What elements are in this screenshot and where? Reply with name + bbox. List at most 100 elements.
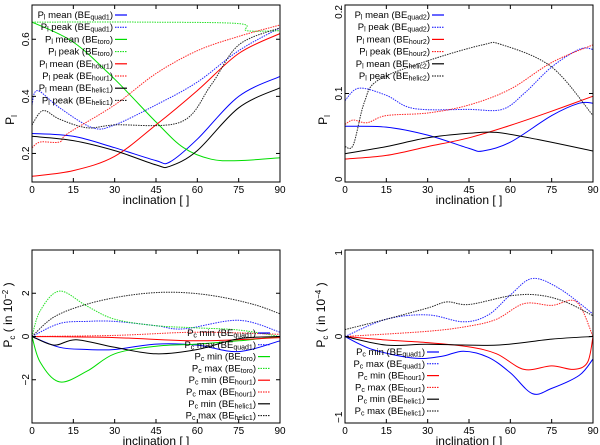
legend-label: Pc min (BEhelic1) xyxy=(188,399,256,411)
text-span: helic1 xyxy=(404,411,422,418)
text-span: c xyxy=(8,336,17,340)
text-span: quad1 xyxy=(402,352,422,359)
text-span: mean (BE xyxy=(47,83,92,94)
x-tick-label: 90 xyxy=(587,185,599,196)
text-span: ) xyxy=(253,375,256,386)
text-span: P xyxy=(48,47,54,58)
y-tick-label: 0 xyxy=(334,333,345,339)
text-span: max (BE xyxy=(363,359,402,370)
series-line-min-hour1 xyxy=(344,336,594,371)
legend-entry: Pl peak (BEquad1) xyxy=(41,22,127,34)
series-line-mean-helic2 xyxy=(344,131,594,155)
series-line-peak-helic2 xyxy=(344,41,594,150)
text-span: mean (BE xyxy=(53,34,98,45)
text-span: P xyxy=(39,59,45,70)
text-span: mean (BE xyxy=(364,59,409,70)
text-span: P xyxy=(42,71,48,82)
y-tick-label: −2 xyxy=(21,374,32,386)
legend-entry: Pc min (BEhour1) xyxy=(189,375,270,387)
series-line-min-quad1 xyxy=(344,336,594,395)
text-span: max (BE xyxy=(365,382,404,393)
x-tick-label: 15 xyxy=(68,426,80,437)
text-span: c xyxy=(195,380,199,387)
text-span: ) xyxy=(110,95,113,106)
text-span: max (BE xyxy=(196,387,235,398)
text-span: P xyxy=(356,59,362,70)
text-span: c xyxy=(191,344,195,351)
x-tick-label: 60 xyxy=(505,426,517,437)
text-span: ) xyxy=(427,34,430,45)
x-tick-label: 75 xyxy=(546,185,558,196)
text-span: mean (BE xyxy=(47,59,92,70)
text-span: ) xyxy=(427,22,430,33)
text-span: helic2 xyxy=(409,76,427,83)
text-span: c xyxy=(192,392,196,399)
text-span: ) xyxy=(427,59,430,70)
y-tick-label: 0.6 xyxy=(21,32,32,46)
legend-entry: Pc max (BEquad1) xyxy=(184,340,270,351)
series-line-peak-toro xyxy=(31,21,281,32)
x-tick-label: 0 xyxy=(342,426,348,437)
y-tick-label: 0.2 xyxy=(334,5,345,19)
x-tick-label: 90 xyxy=(274,185,286,196)
text-span: toro xyxy=(241,368,253,375)
text-span: quad1 xyxy=(233,344,253,351)
text-span: hour1 xyxy=(235,380,253,387)
series-line-mean-quad1 xyxy=(31,75,281,165)
text-span: ) xyxy=(253,352,256,363)
text-span: ) xyxy=(422,359,425,370)
series-line-mean-hour2 xyxy=(344,95,594,160)
text-span: P xyxy=(357,394,363,405)
text-span: c xyxy=(361,411,365,418)
legend-entry: Pl mean (BEhour2) xyxy=(356,34,444,46)
text-span: P xyxy=(359,47,365,58)
series-line-max-helic1 xyxy=(344,293,594,331)
text-span: peak (BE xyxy=(50,71,92,82)
series-line-peak-helic1 xyxy=(31,27,281,129)
x-tick-label: 30 xyxy=(109,426,121,437)
text-span: P xyxy=(39,83,45,94)
text-span: ) xyxy=(110,59,113,70)
text-span: c xyxy=(198,368,202,375)
legend-label: Pc min (BEhelic1) xyxy=(357,394,425,406)
x-tick-label: 75 xyxy=(233,426,245,437)
text-span: peak (BE xyxy=(367,71,409,82)
text-span: ) xyxy=(1,282,15,289)
text-span: P xyxy=(358,22,364,33)
text-span: toro xyxy=(98,51,110,58)
text-span: ) xyxy=(110,47,113,58)
text-span: helic1 xyxy=(92,88,110,95)
text-span: P xyxy=(359,71,365,82)
text-span: helic1 xyxy=(235,403,253,410)
text-span: P xyxy=(355,382,361,393)
text-span: P xyxy=(355,10,361,21)
text-span: mean (BE xyxy=(45,10,90,21)
text-span: l xyxy=(365,76,367,83)
legend-entry: Pc min (BEtoro) xyxy=(194,352,270,363)
y-tick-label: −1 xyxy=(334,411,345,423)
legend-entry: Pc max (BEtoro) xyxy=(192,363,270,375)
text-span: toro xyxy=(98,39,110,46)
x-tick-label: 0 xyxy=(342,185,348,196)
legend-label: Pl peak (BEquad2) xyxy=(358,22,430,34)
text-span: ) xyxy=(422,406,425,417)
text-span: ) xyxy=(422,371,425,382)
y-axis-label: Pl xyxy=(3,115,19,125)
text-span: c xyxy=(321,336,330,340)
text-span: P xyxy=(41,22,47,33)
text-span: l xyxy=(362,39,364,46)
text-span: P xyxy=(1,340,15,348)
legend-entry: Pl mean (BEhelic1) xyxy=(39,83,127,95)
y-tick-label: 0 xyxy=(21,333,32,339)
text-span: max (BE xyxy=(364,406,403,417)
legend: Pl mean (BEquad1)Pl peak (BEquad1) Pl mea… xyxy=(38,10,127,107)
x-tick-label: 30 xyxy=(422,185,434,196)
text-span: min (BE xyxy=(367,394,403,405)
text-span: ) xyxy=(110,22,113,33)
legend-label: Pc max (BEhour1) xyxy=(186,387,256,399)
text-span: l xyxy=(366,51,368,58)
legend-label: Pl mean (BEquad1) xyxy=(38,10,113,22)
text-span: min (BE xyxy=(204,352,240,363)
x-tick-label: 90 xyxy=(587,426,599,437)
